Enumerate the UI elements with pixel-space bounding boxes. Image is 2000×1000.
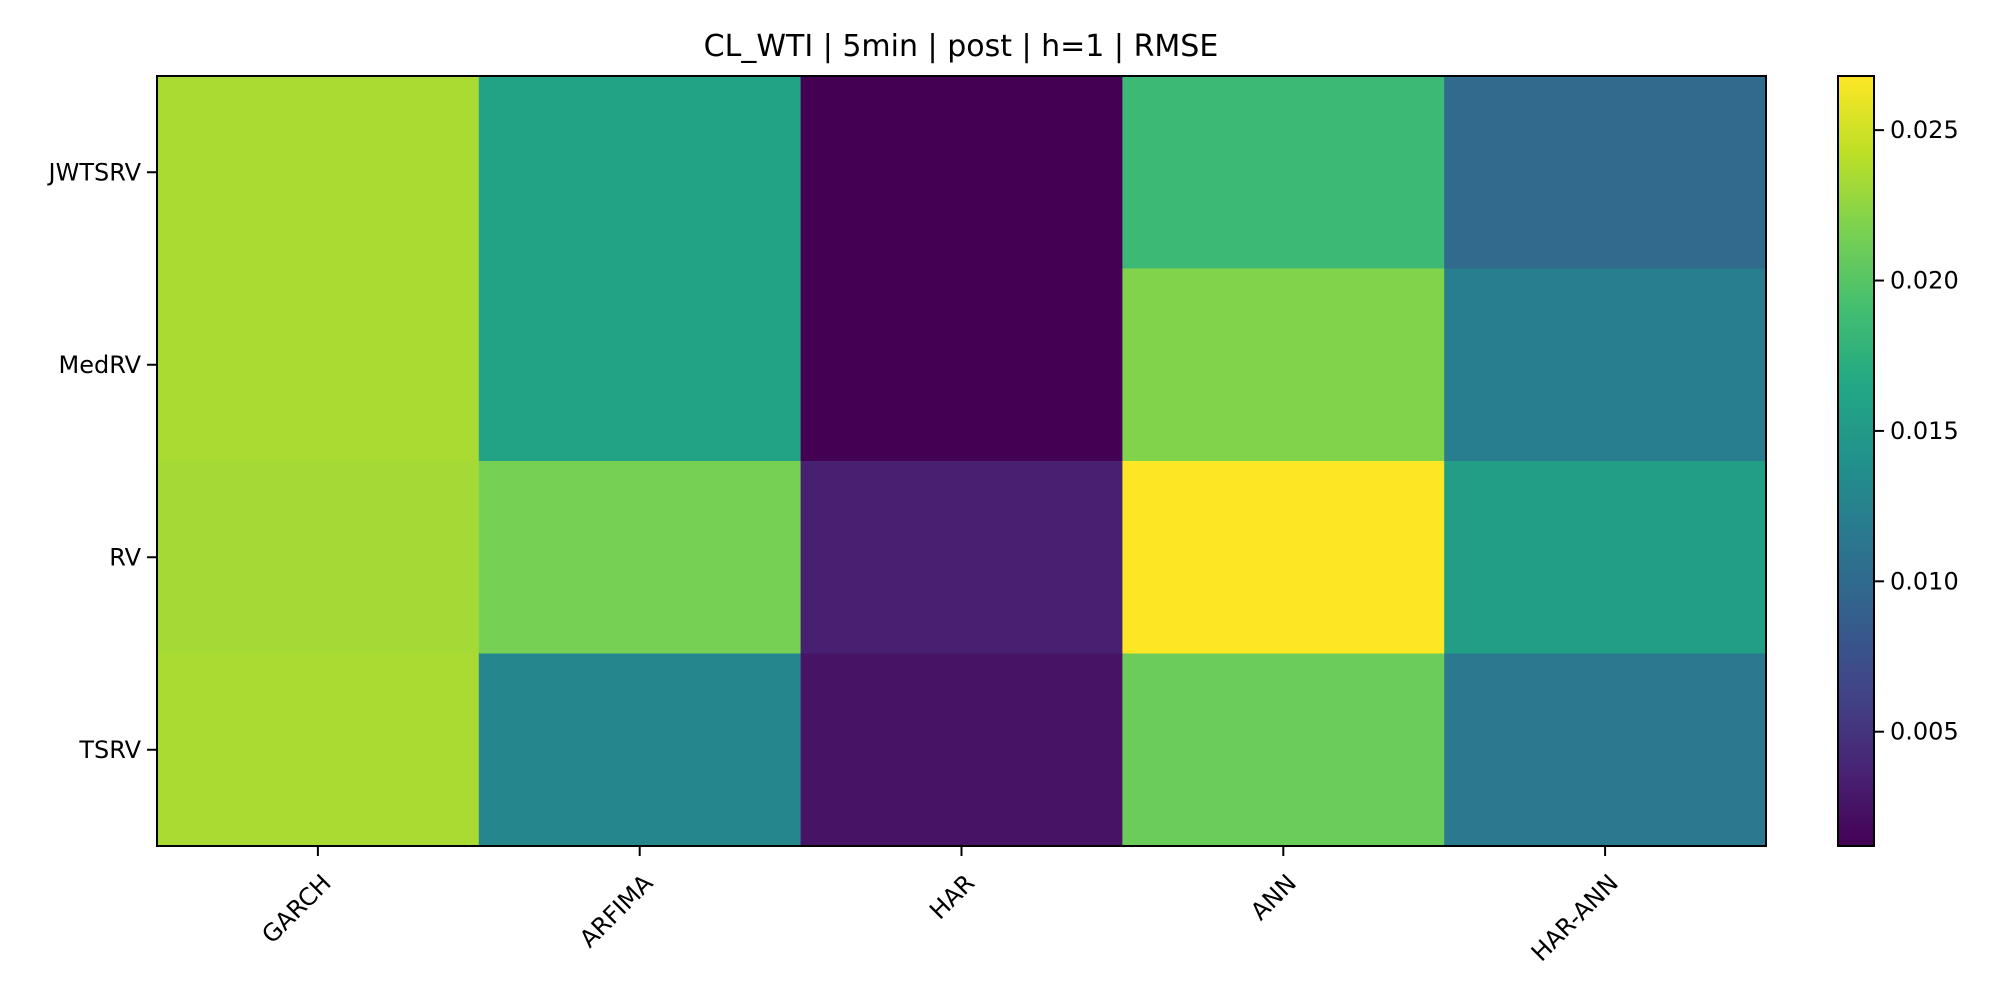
x-tick-label: ANN	[1245, 869, 1302, 926]
y-tick-label: TSRV	[78, 736, 141, 764]
chart-title: CL_WTI | 5min | post | h=1 | RMSE	[704, 29, 1219, 64]
heatmap-cell-TSRV-HAR	[800, 653, 1123, 847]
colorbar-tick-label: 0.015	[1890, 417, 1959, 445]
heatmap-cell-JWTSRV-HAR-ANN	[1444, 76, 1767, 269]
heatmap-cell-MedRV-ARFIMA	[478, 268, 802, 462]
heatmap-cell-MedRV-HAR	[800, 268, 1123, 462]
x-axis-ticks: GARCH ARFIMA HAR ANN HAR-ANN	[256, 846, 1624, 967]
heatmap-cell-JWTSRV-GARCH	[157, 76, 480, 269]
heatmap-cells	[157, 76, 1767, 847]
heatmap-cell-RV-ANN	[1122, 461, 1445, 654]
colorbar-tick-label: 0.025	[1890, 116, 1959, 144]
heatmap-cell-MedRV-HAR-ANN	[1444, 268, 1767, 462]
y-tick-label: MedRV	[59, 351, 142, 379]
heatmap-cell-RV-ARFIMA	[478, 461, 802, 654]
x-tick-label: HAR-ANN	[1526, 869, 1624, 967]
colorbar	[1837, 75, 1875, 847]
x-tick-label: HAR	[924, 869, 980, 925]
y-tick-label: RV	[109, 543, 141, 571]
colorbar-tick-label: 0.020	[1890, 267, 1959, 295]
heatmap-cell-MedRV-GARCH	[157, 268, 480, 462]
heatmap-cell-TSRV-GARCH	[157, 653, 480, 847]
x-tick-label: GARCH	[256, 869, 336, 949]
heatmap-cell-RV-HAR-ANN	[1444, 461, 1767, 654]
y-axis-ticks: JWTSRV MedRV RV TSRV	[47, 158, 157, 764]
heatmap-cell-RV-GARCH	[157, 461, 480, 654]
heatmap-cell-TSRV-HAR-ANN	[1444, 653, 1767, 847]
heatmap-cell-JWTSRV-ANN	[1122, 76, 1445, 269]
colorbar-tick-label: 0.005	[1890, 718, 1959, 746]
colorbar-ticks: 0.005 0.010 0.015 0.020 0.025	[1874, 116, 1959, 746]
heatmap-cell-JWTSRV-HAR	[800, 76, 1123, 269]
colorbar-tick-label: 0.010	[1890, 567, 1959, 595]
x-tick-label: ARFIMA	[574, 868, 659, 953]
heatmap-cell-RV-HAR	[800, 461, 1123, 654]
heatmap-cell-TSRV-ANN	[1122, 653, 1445, 847]
y-tick-label: JWTSRV	[47, 158, 142, 186]
heatmap-cell-MedRV-ANN	[1122, 268, 1445, 462]
heatmap-cell-TSRV-ARFIMA	[478, 653, 802, 847]
heatmap-cell-JWTSRV-ARFIMA	[478, 76, 802, 269]
